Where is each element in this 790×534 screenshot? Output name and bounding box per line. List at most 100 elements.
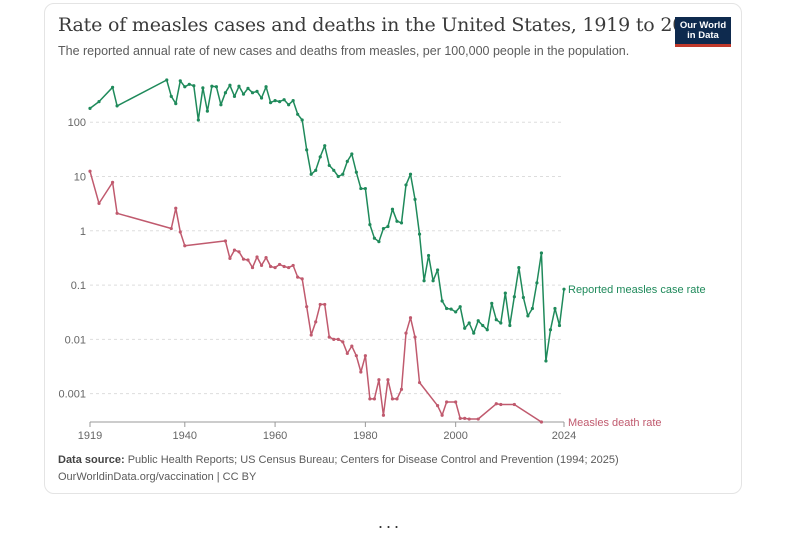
data-point-cases <box>278 99 282 104</box>
data-point-cases <box>517 265 521 270</box>
data-point-deaths <box>291 263 295 268</box>
data-point-deaths <box>463 416 467 420</box>
data-point-deaths <box>250 265 255 270</box>
data-point-deaths <box>228 256 232 260</box>
data-point-cases <box>241 92 246 96</box>
data-point-deaths <box>88 169 92 173</box>
data-point-cases <box>503 291 507 295</box>
data-point-cases <box>287 103 291 107</box>
data-point-cases <box>436 268 440 272</box>
source-text[interactable]: Public Health Reports; US Census Bureau;… <box>127 454 619 466</box>
data-point-cases <box>309 172 313 176</box>
series-line-deaths <box>89 171 542 423</box>
data-point-deaths <box>386 378 390 382</box>
data-point-deaths <box>174 206 178 210</box>
data-point-cases <box>314 168 318 172</box>
data-point-cases <box>521 295 525 300</box>
data-point-cases <box>422 279 426 283</box>
data-point-cases <box>368 223 372 227</box>
x-tick-label: 2000 <box>443 430 467 442</box>
y-tick-label: 10 <box>74 172 86 184</box>
data-point-deaths <box>241 257 246 261</box>
data-point-deaths <box>282 264 286 269</box>
data-point-cases <box>476 319 480 323</box>
data-point-cases <box>332 168 336 172</box>
data-point-cases <box>259 96 264 100</box>
data-point-cases <box>291 99 295 103</box>
owid-logo[interactable]: Our World in Data <box>675 17 731 47</box>
data-point-cases <box>399 221 404 225</box>
x-tick-label: 1940 <box>173 430 197 442</box>
data-point-deaths <box>336 337 340 341</box>
data-point-deaths <box>223 239 228 243</box>
data-point-deaths <box>436 404 440 408</box>
data-point-deaths <box>264 256 268 260</box>
data-point-cases <box>115 104 119 108</box>
y-tick-label: 0.1 <box>71 280 86 292</box>
data-point-deaths <box>413 335 417 339</box>
data-point-deaths <box>246 258 250 262</box>
data-point-cases <box>526 314 530 318</box>
data-point-cases <box>463 326 467 330</box>
data-point-cases <box>404 183 408 187</box>
data-point-deaths <box>395 397 399 401</box>
data-point-cases <box>350 152 354 156</box>
data-point-deaths <box>97 201 101 205</box>
data-point-deaths <box>390 397 395 401</box>
data-point-deaths <box>381 413 386 417</box>
data-point-deaths <box>399 387 404 391</box>
data-point-deaths <box>323 302 327 307</box>
data-point-cases <box>544 359 548 363</box>
data-point-cases <box>223 91 228 95</box>
data-point-deaths <box>110 180 115 184</box>
data-point-deaths <box>454 400 458 404</box>
more-indicator[interactable]: ... <box>378 512 403 532</box>
data-point-cases <box>467 321 471 325</box>
data-point-cases <box>530 306 535 311</box>
data-point-cases <box>494 318 498 322</box>
y-tick-label: 0.01 <box>65 334 86 346</box>
data-point-deaths <box>408 316 413 320</box>
data-point-cases <box>273 99 277 103</box>
data-point-deaths <box>494 402 498 406</box>
x-tick-label: 1919 <box>78 430 102 442</box>
data-point-cases <box>557 323 562 328</box>
data-point-deaths <box>296 275 300 279</box>
data-point-cases <box>246 86 250 91</box>
data-point-deaths <box>458 416 462 420</box>
license-link[interactable]: OurWorldinData.org/vaccination | CC BY <box>58 471 257 483</box>
data-point-deaths <box>278 262 282 267</box>
data-point-cases <box>232 94 237 98</box>
data-point-deaths <box>440 413 444 417</box>
data-point-cases <box>458 305 462 309</box>
data-point-cases <box>395 219 399 223</box>
data-point-cases <box>264 85 268 89</box>
data-point-deaths <box>445 400 449 404</box>
data-point-cases <box>196 118 200 122</box>
data-point-deaths <box>539 420 544 424</box>
data-point-cases <box>354 170 358 174</box>
data-source: Data source: Public Health Reports; US C… <box>58 454 619 466</box>
data-point-cases <box>228 83 232 87</box>
data-point-deaths <box>268 264 273 269</box>
data-point-cases <box>345 159 349 163</box>
data-point-cases <box>300 118 304 122</box>
data-point-cases <box>490 301 494 305</box>
data-point-deaths <box>363 354 367 358</box>
data-point-deaths <box>300 277 304 281</box>
data-point-cases <box>323 144 327 148</box>
data-point-deaths <box>377 378 381 382</box>
data-point-cases <box>201 86 205 90</box>
data-point-cases <box>377 240 381 244</box>
data-point-deaths <box>178 230 182 234</box>
data-point-cases <box>535 281 539 285</box>
data-point-cases <box>381 226 386 231</box>
data-point-cases <box>472 331 476 335</box>
data-point-deaths <box>287 265 291 270</box>
data-point-cases <box>214 85 218 89</box>
data-point-deaths <box>512 402 516 407</box>
data-point-cases <box>282 98 286 102</box>
data-point-cases <box>205 109 209 113</box>
data-point-cases <box>445 306 449 311</box>
data-point-cases <box>169 94 173 98</box>
